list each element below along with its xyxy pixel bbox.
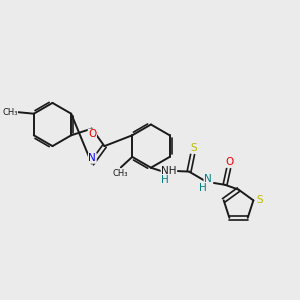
Text: O: O (225, 157, 233, 167)
Text: N: N (204, 174, 212, 184)
Text: O: O (88, 129, 97, 139)
Text: CH₃: CH₃ (2, 108, 17, 117)
Text: S: S (190, 143, 196, 153)
Text: N: N (88, 153, 96, 163)
Text: NH: NH (161, 166, 177, 176)
Text: H: H (199, 183, 207, 193)
Text: H: H (161, 175, 169, 185)
Text: S: S (257, 195, 263, 205)
Text: CH₃: CH₃ (112, 169, 128, 178)
